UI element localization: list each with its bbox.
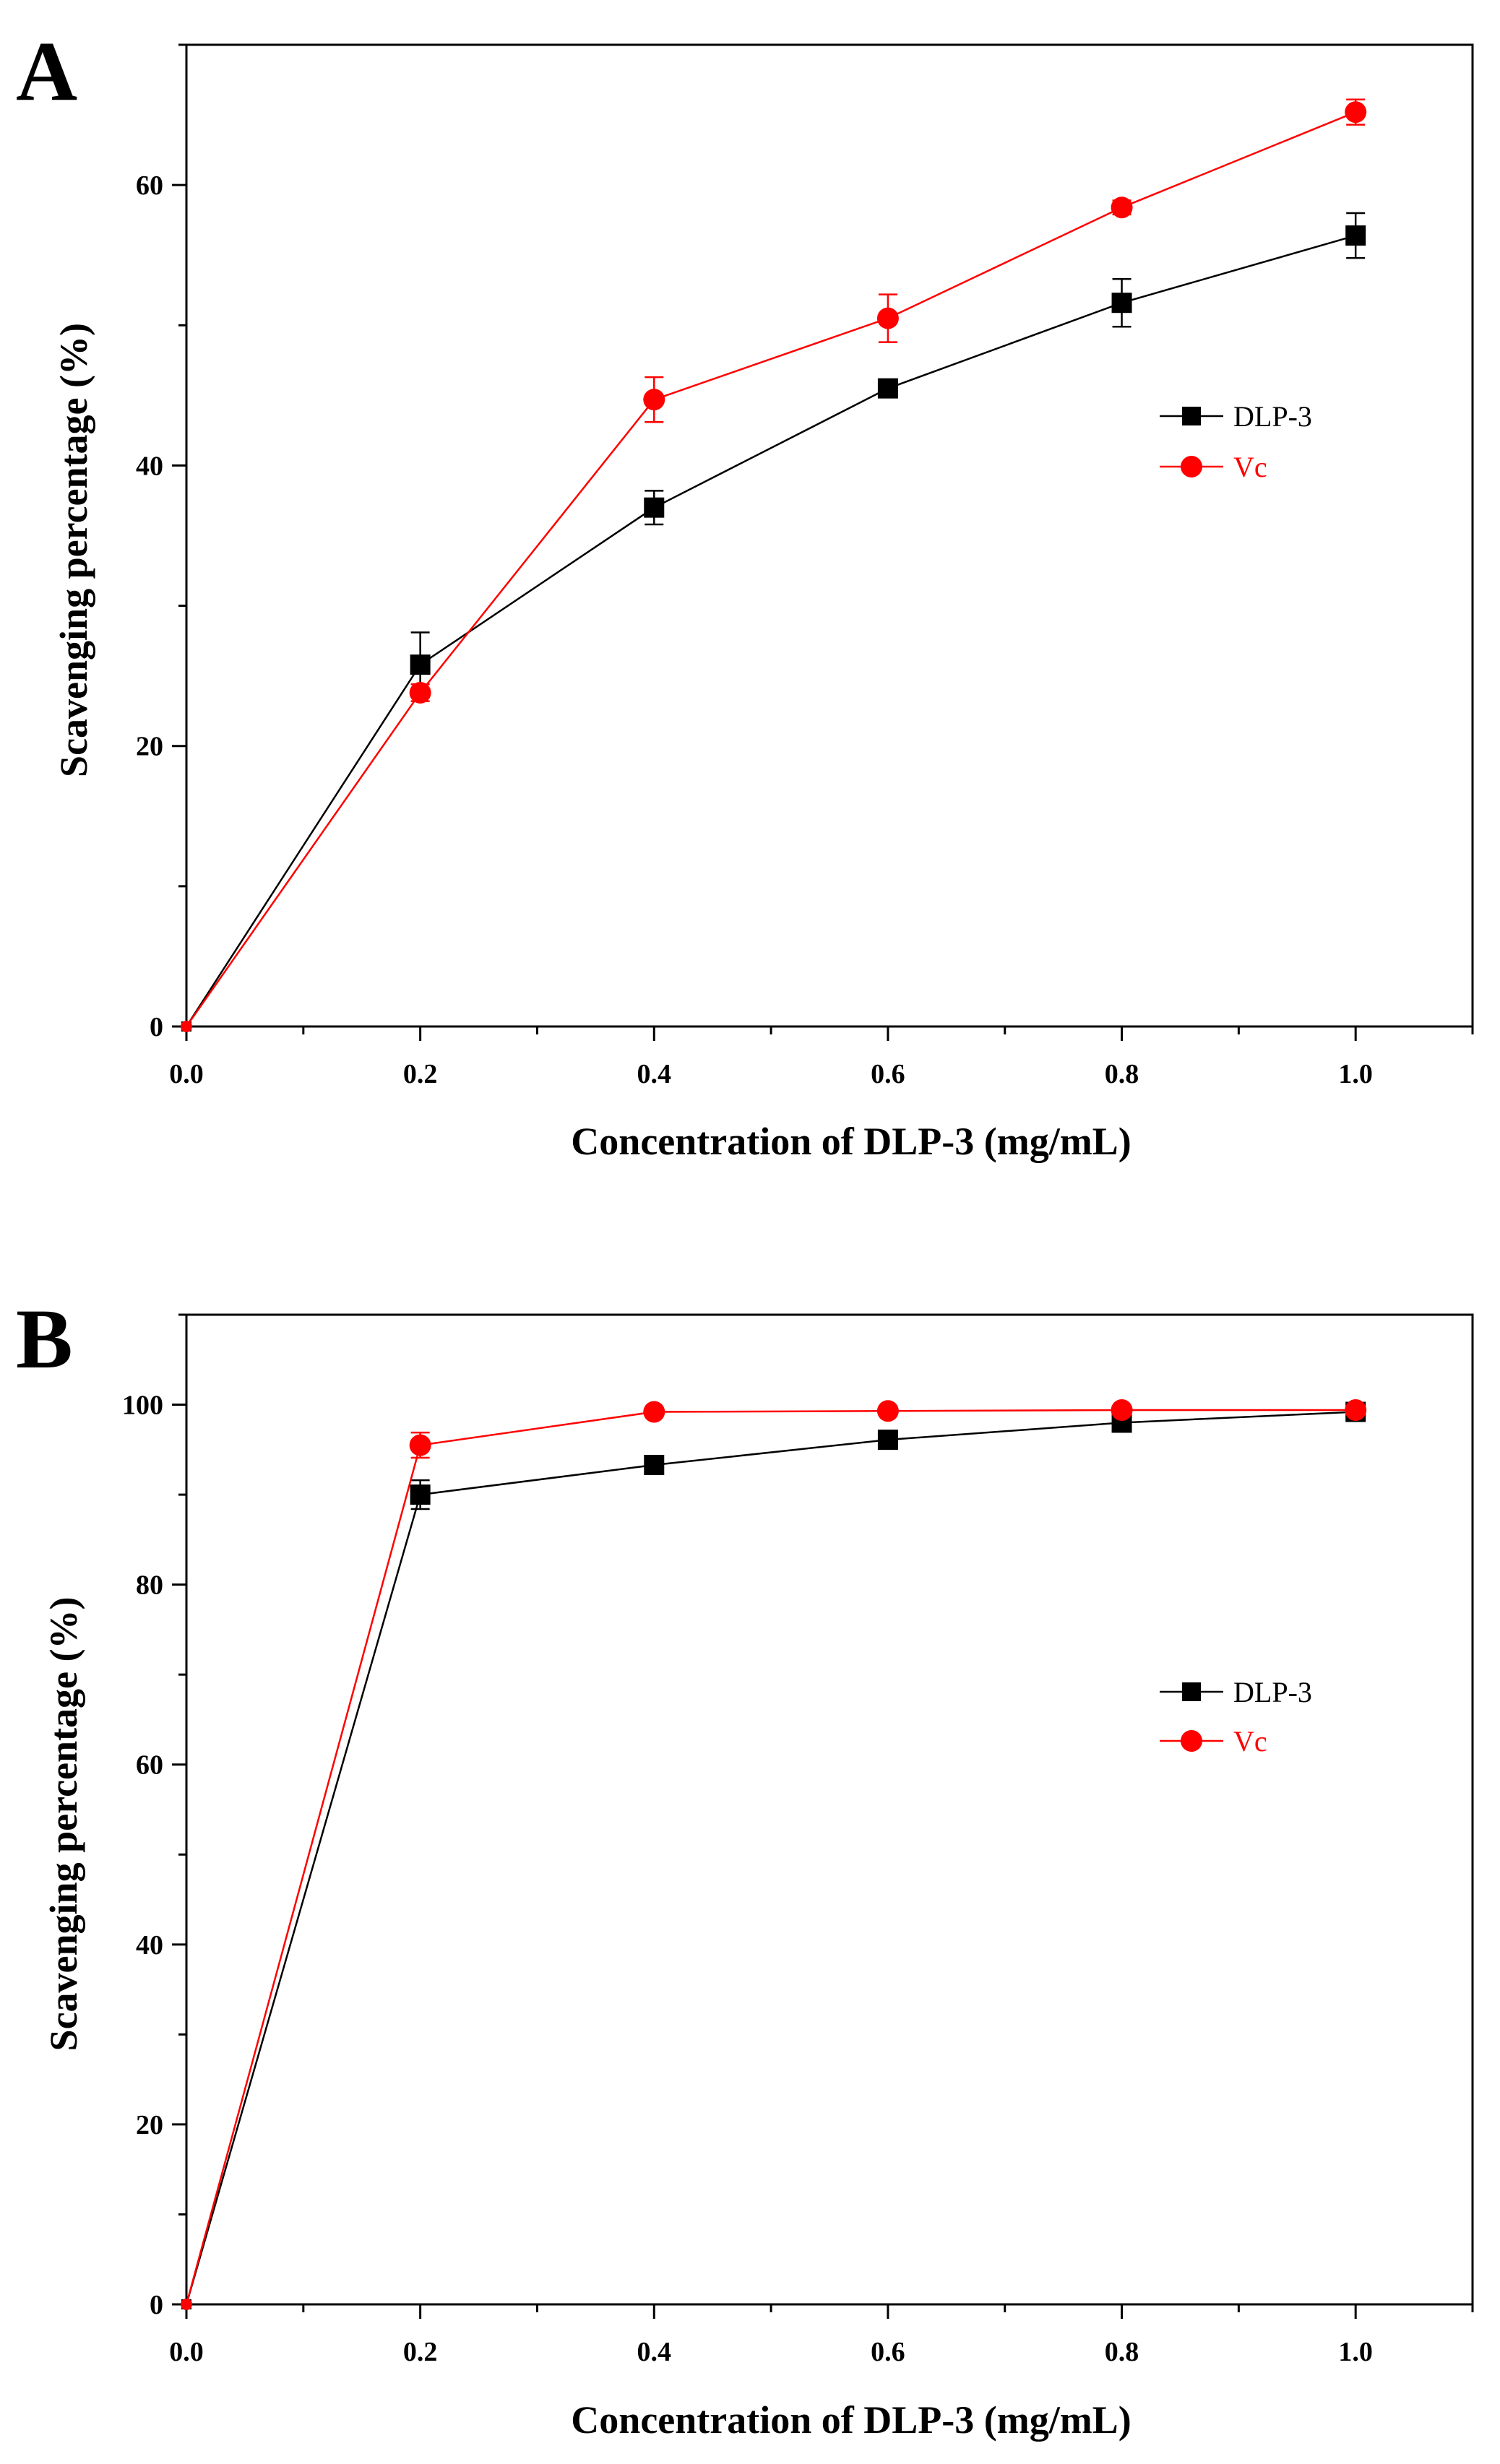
- panel-letter: A: [16, 24, 77, 118]
- legend-label: Vc: [1233, 1725, 1267, 1758]
- y-tick-label: 80: [136, 1570, 163, 1601]
- data-point: [409, 681, 431, 704]
- x-axis-title: Concentration of DLP-3 (mg/mL): [571, 2398, 1131, 2442]
- x-tick-label: 0.8: [1105, 1059, 1139, 1089]
- y-tick-label: 20: [136, 732, 163, 762]
- data-point: [181, 2299, 192, 2310]
- series-line: [185, 1411, 1356, 2305]
- y-tick-label: 20: [136, 2110, 163, 2140]
- x-tick-label: 0.4: [637, 1059, 672, 1089]
- series-dlp-3: [181, 1401, 1366, 2309]
- data-point: [1345, 225, 1366, 246]
- y-tick-label: 0: [150, 1012, 163, 1042]
- data-point: [643, 1401, 665, 1423]
- legend-label: DLP-3: [1233, 1676, 1312, 1708]
- legend-item: DLP-3: [1160, 400, 1312, 433]
- y-axis-title: Scavenging percentage (%): [42, 1597, 85, 2052]
- x-tick-label: 0.6: [871, 2337, 905, 2367]
- y-tick-label: 60: [136, 170, 163, 201]
- x-tick-label: 0.4: [637, 2337, 672, 2367]
- x-axis-title: Concentration of DLP-3 (mg/mL): [571, 1120, 1131, 1163]
- data-point: [1345, 1399, 1367, 1422]
- panel-letter: B: [16, 1292, 73, 1386]
- data-point: [1345, 101, 1367, 124]
- legend-marker: [1182, 407, 1201, 425]
- legend: DLP-3 Vc: [1160, 1676, 1312, 1758]
- data-point: [410, 654, 431, 675]
- series-line: [185, 111, 1356, 1027]
- y-tick-label: 0: [150, 2290, 163, 2320]
- x-tick-label: 0.8: [1105, 2337, 1139, 2367]
- data-point: [409, 1434, 431, 1456]
- legend-label: DLP-3: [1233, 400, 1312, 433]
- legend-item: Vc: [1160, 1725, 1267, 1758]
- data-point: [1111, 196, 1133, 219]
- series-line: [185, 1409, 1356, 2305]
- data-point: [410, 1484, 431, 1505]
- y-axis-title: Scavenging percentage (%): [52, 323, 95, 777]
- legend-item: DLP-3: [1160, 1676, 1312, 1708]
- data-point: [644, 497, 665, 518]
- data-point: [1111, 1399, 1133, 1422]
- series-vc: [181, 98, 1367, 1032]
- legend-item: Vc: [1160, 451, 1267, 483]
- plot-frame: [185, 43, 1474, 1028]
- series-line: [185, 234, 1356, 1027]
- data-point: [643, 389, 665, 411]
- x-tick-label: 0.2: [403, 1059, 438, 1089]
- chart-panel-b: B 0 20 40 60 80 100 0.0 0.2 0.4 0.6 0.8 1.0 Concentra…: [16, 1292, 1474, 2442]
- legend-marker: [1182, 1682, 1201, 1701]
- x-tick-label: 0.2: [403, 2337, 438, 2367]
- series-dlp-3: [181, 212, 1366, 1032]
- data-point: [644, 1454, 665, 1475]
- y-tick-label: 100: [122, 1391, 163, 1421]
- x-tick-label: 0.0: [169, 2337, 204, 2367]
- x-tick-label: 0.0: [169, 1059, 204, 1089]
- x-tick-label: 1.0: [1338, 1059, 1373, 1089]
- y-tick-label: 40: [136, 451, 163, 481]
- chart-panel-a: A 0 20 40 60 0.0 0.2 0.4 0.6 0.8 1.0 Concentration …: [16, 24, 1474, 1163]
- data-point: [877, 378, 898, 399]
- legend-marker: [1181, 456, 1202, 477]
- data-point: [1111, 293, 1132, 314]
- data-point: [877, 1430, 898, 1451]
- x-tick-label: 1.0: [1338, 2337, 1373, 2367]
- legend-label: Vc: [1233, 451, 1267, 483]
- legend: DLP-3 Vc: [1160, 400, 1312, 483]
- y-tick-label: 40: [136, 1930, 163, 1961]
- x-tick-label: 0.6: [871, 1059, 905, 1089]
- data-point: [181, 1021, 192, 1032]
- data-point: [876, 307, 899, 329]
- legend-marker: [1181, 1730, 1202, 1752]
- y-tick-label: 60: [136, 1750, 163, 1781]
- plot-frame: [185, 1313, 1474, 2306]
- series-vc: [181, 1399, 1367, 2310]
- data-point: [876, 1400, 899, 1422]
